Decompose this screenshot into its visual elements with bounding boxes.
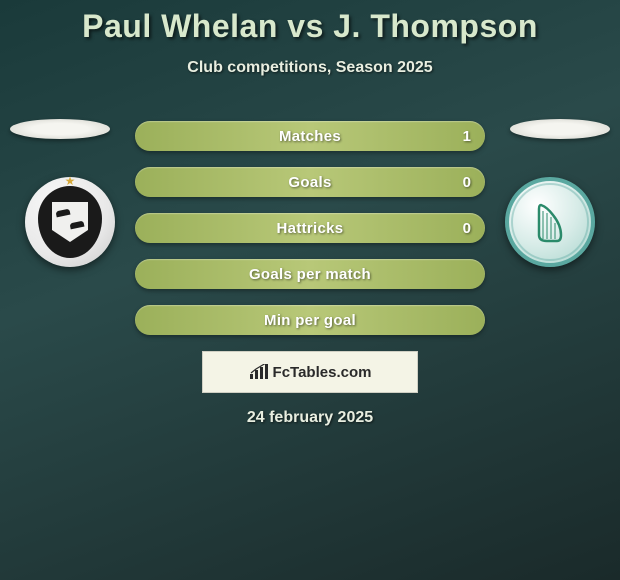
- stat-label: Goals: [288, 174, 331, 191]
- stat-label: Matches: [279, 128, 341, 145]
- stat-row-goals: Goals 0: [135, 167, 485, 197]
- stat-row-min-per-goal: Min per goal: [135, 305, 485, 335]
- left-team-crest: ★: [25, 177, 115, 267]
- stat-row-matches: Matches 1: [135, 121, 485, 151]
- comparison-card: Paul Whelan vs J. Thompson Club competit…: [0, 0, 620, 427]
- dundalk-crest-icon: ★: [38, 186, 102, 258]
- attribution-logo: FcTables.com: [202, 351, 418, 393]
- page-title: Paul Whelan vs J. Thompson: [0, 8, 620, 45]
- stat-label: Goals per match: [249, 266, 371, 283]
- stat-value: 0: [463, 220, 471, 237]
- stat-row-goals-per-match: Goals per match: [135, 259, 485, 289]
- date-text: 24 february 2025: [0, 409, 620, 427]
- finn-harps-crest-icon: [535, 201, 565, 243]
- stat-rows: Matches 1 Goals 0 Hattricks 0 Goals per …: [135, 121, 485, 335]
- subtitle: Club competitions, Season 2025: [0, 59, 620, 77]
- logo-text: FcTables.com: [273, 364, 372, 381]
- stat-value: 0: [463, 174, 471, 191]
- right-pill-decor: [510, 119, 610, 139]
- left-pill-decor: [10, 119, 110, 139]
- stat-value: 1: [463, 128, 471, 145]
- stat-label: Hattricks: [277, 220, 344, 237]
- stat-label: Min per goal: [264, 312, 356, 329]
- stat-row-hattricks: Hattricks 0: [135, 213, 485, 243]
- stats-area: ★ Matches 1 Goals: [0, 121, 620, 427]
- chart-icon: [249, 364, 269, 380]
- right-team-crest: [505, 177, 595, 267]
